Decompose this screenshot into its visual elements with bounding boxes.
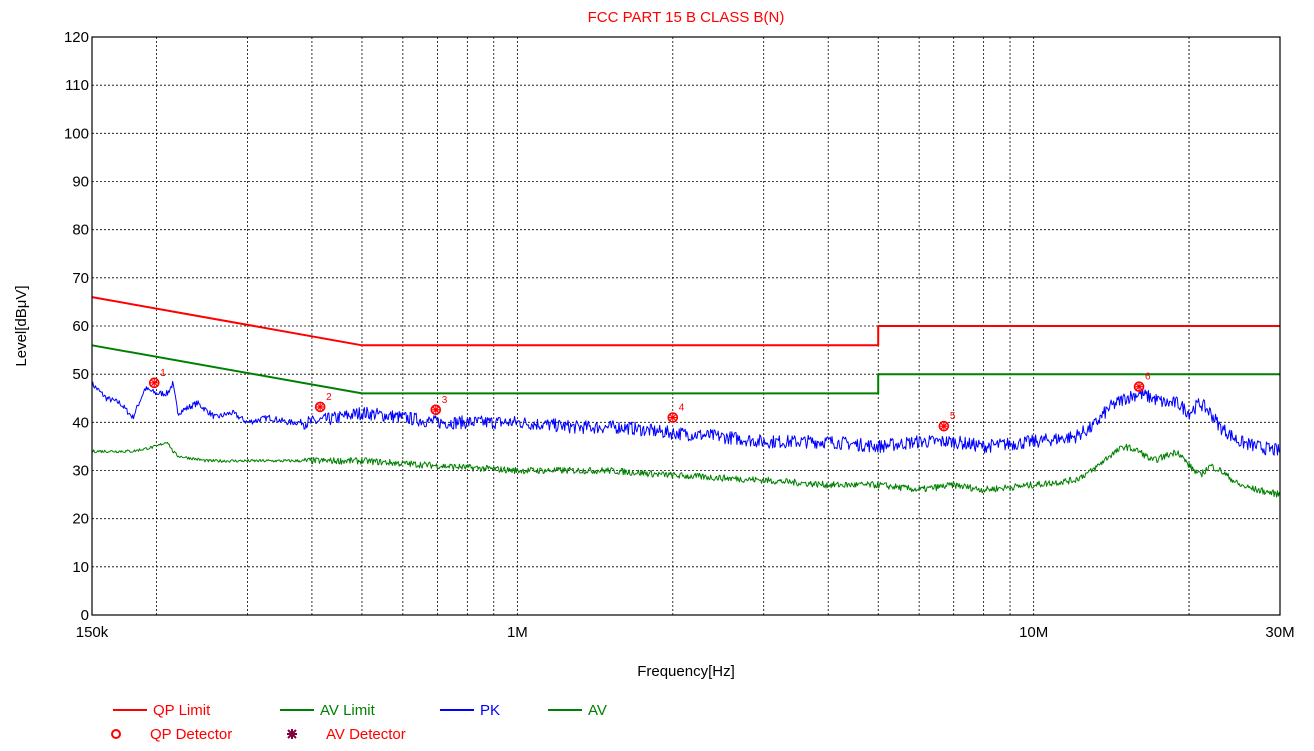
y-tick-label: 70 xyxy=(72,270,89,287)
qp-marker-4 xyxy=(667,412,679,423)
x-axis-title: Frequency[Hz] xyxy=(637,663,735,680)
y-tick-label: 0 xyxy=(81,607,89,624)
marker-layer: 1 2 3 4 5 6 xyxy=(148,368,1151,432)
av-marker-2 xyxy=(316,402,325,411)
chart-title: FCC PART 15 B CLASS B(N) xyxy=(588,9,785,26)
y-tick-label: 30 xyxy=(72,463,89,480)
marker-label-6: 6 xyxy=(1145,372,1151,383)
series-layer xyxy=(91,296,1281,498)
y-tick-label: 60 xyxy=(72,318,89,335)
series-av xyxy=(91,441,1281,498)
tick-labels: 0 10 20 30 40 50 60 70 80 90 100 110 120 150k 1M 10M 30M xyxy=(64,29,1295,641)
y-tick-label: 110 xyxy=(65,77,89,94)
series-av-limit xyxy=(91,344,1280,395)
legend-label: QP Limit xyxy=(153,702,211,719)
av-marker-4 xyxy=(668,413,677,422)
qp-marker-1 xyxy=(148,377,160,389)
legend-label: QP Detector xyxy=(150,726,232,743)
x-tick-label: 30M xyxy=(1265,624,1294,641)
y-tick-label: 90 xyxy=(72,174,89,191)
marker-label-3: 3 xyxy=(442,395,448,406)
y-tick-label: 50 xyxy=(72,366,89,383)
y-tick-label: 10 xyxy=(72,559,89,576)
legend-symbol-av-detector xyxy=(287,729,297,739)
qp-marker-2 xyxy=(314,401,326,413)
av-marker-6 xyxy=(1135,382,1144,391)
y-tick-label: 100 xyxy=(64,125,89,142)
marker-label-1: 1 xyxy=(160,368,166,379)
y-tick-label: 20 xyxy=(72,511,89,528)
y-tick-label: 80 xyxy=(72,222,89,239)
av-marker-1 xyxy=(150,378,159,387)
legend-label: AV xyxy=(588,702,607,719)
marker-label-5: 5 xyxy=(950,411,956,422)
legend: QP Limit AV Limit PK AV QP Detector AV Detect… xyxy=(111,702,607,743)
qp-marker-6 xyxy=(1133,381,1145,392)
x-tick-label: 150k xyxy=(76,624,109,641)
series-pk xyxy=(91,380,1281,456)
x-tick-label: 1M xyxy=(507,624,528,641)
legend-symbol-qp-detector xyxy=(111,729,121,739)
legend-label: AV Limit xyxy=(320,702,376,719)
plot-frame xyxy=(91,36,1281,616)
av-marker-5 xyxy=(939,422,948,431)
qp-marker-5 xyxy=(938,420,950,432)
y-tick-label: 40 xyxy=(72,414,89,431)
marker-label-4: 4 xyxy=(679,403,685,414)
legend-label: PK xyxy=(480,702,500,719)
series-qp-limit xyxy=(91,296,1280,347)
av-marker-3 xyxy=(431,405,440,414)
y-tick-label: 120 xyxy=(64,29,89,46)
marker-label-2: 2 xyxy=(326,392,332,403)
legend-label: AV Detector xyxy=(326,726,406,743)
x-tick-label: 10M xyxy=(1019,624,1048,641)
qp-marker-3 xyxy=(430,404,442,416)
y-axis-title: Level[dBμV] xyxy=(13,285,30,366)
